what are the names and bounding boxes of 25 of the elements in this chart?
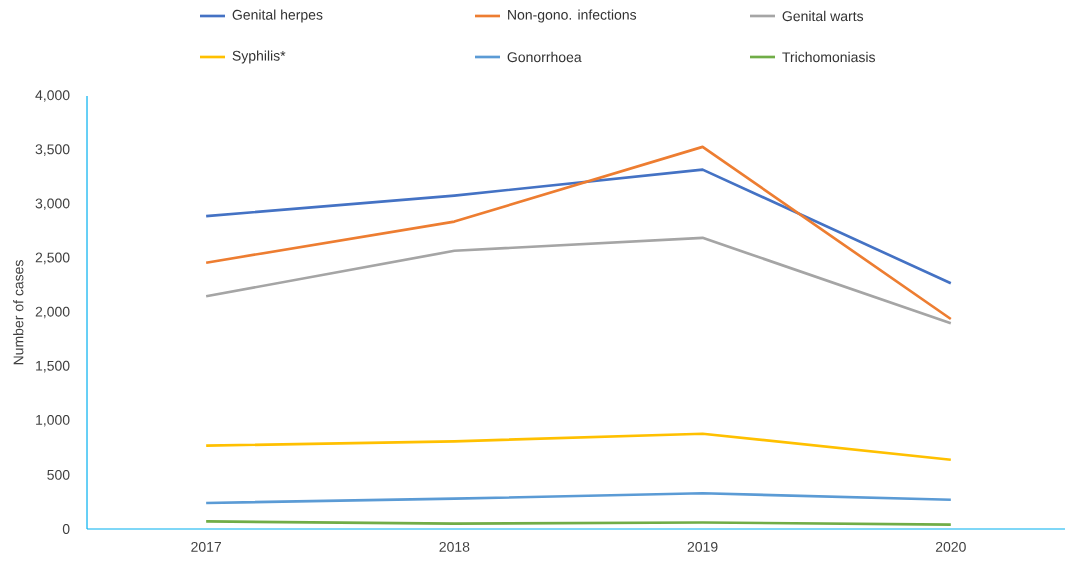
legend-label: Syphilis*	[232, 50, 286, 64]
line-series	[204, 491, 953, 505]
y-tick-label: 1,500	[36, 360, 70, 373]
legend-label: Genital herpes	[232, 9, 323, 23]
line-series	[204, 168, 953, 285]
legend-label: Genital warts	[782, 10, 864, 22]
y-tick-label: 500	[47, 469, 70, 480]
y-tick-label: 4,000	[35, 90, 70, 102]
x-tick-label: 2017	[191, 541, 221, 552]
line-series	[204, 236, 953, 325]
y-tick-label: 2,500	[35, 252, 70, 265]
x-tick-label: 2019	[687, 541, 718, 552]
y-tick-label: 0	[62, 524, 70, 534]
legend-label: Gonorrhoea	[507, 51, 582, 63]
legend-label: Trichomoniasis	[782, 51, 876, 63]
y-tick-label: 2,000	[35, 306, 70, 319]
y-axis-title: Number of cases	[13, 260, 24, 365]
y-tick-label: 3,000	[35, 198, 70, 211]
line-series	[204, 432, 953, 462]
line-series	[204, 145, 953, 321]
x-tick-label: 2020	[935, 541, 966, 552]
y-tick-label: 3,500	[35, 144, 70, 156]
x-tick-label: 2018	[439, 541, 470, 552]
y-tick-label: 1,000	[36, 414, 70, 427]
legend-label: Non-gono. infections	[508, 9, 637, 23]
